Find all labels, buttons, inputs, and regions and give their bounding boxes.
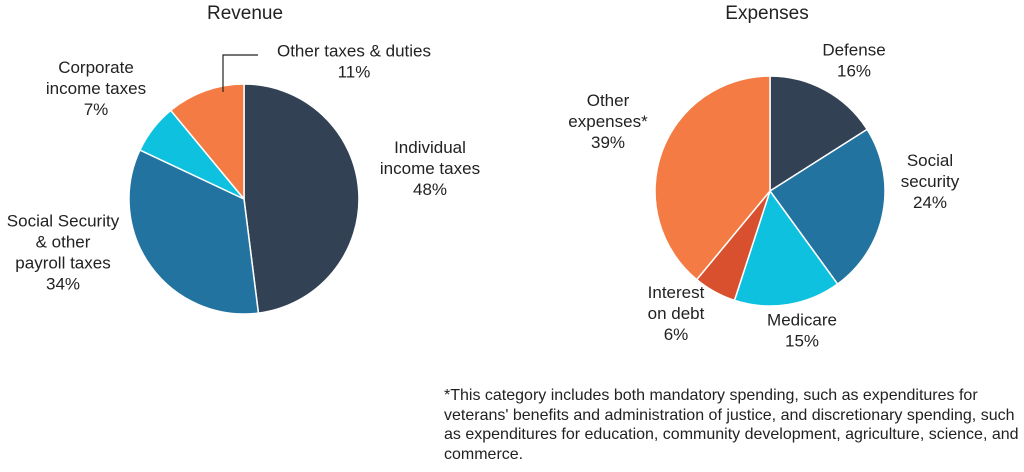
slice-label-defense: Defense 16% [822, 41, 885, 81]
slice-social-security [768, 128, 886, 286]
slice-individual-income-taxes [243, 83, 360, 314]
slice-label-corporate-income-taxes: Corporate income taxes 7% [46, 58, 146, 119]
slice-other-expenses [654, 75, 771, 281]
slice-label-other-expenses: Other expenses* 39% [568, 91, 648, 152]
slice-label-social-security: Social security 24% [901, 151, 960, 212]
slice-other-taxes-duties [169, 83, 245, 202]
slice-label-medicare: Medicare 15% [767, 311, 837, 351]
slice-medicare [733, 189, 839, 307]
pie-revenue: Revenue Individual income taxes 48% Social S… [7, 3, 480, 315]
slice-label-interest-on-debt: Interest on debt 6% [648, 283, 705, 344]
slice-label-social-security-other-payroll-taxes: Social Security & other payroll taxes 34% [7, 212, 120, 294]
slice-defense [769, 75, 869, 193]
slice-label-other-taxes-duties: Other taxes & duties 11% [277, 42, 431, 82]
chart-title-expenses: Expenses [725, 3, 808, 24]
chart-title-revenue: Revenue [207, 3, 283, 24]
pie-expenses: Expenses Defense 16% Social security 24% Medic… [568, 3, 959, 351]
slice-label-individual-income-taxes: Individual income taxes 48% [380, 138, 480, 199]
footnote: *This category includes both mandatory s… [444, 387, 1019, 463]
leader-line-other-taxes [222, 54, 258, 92]
